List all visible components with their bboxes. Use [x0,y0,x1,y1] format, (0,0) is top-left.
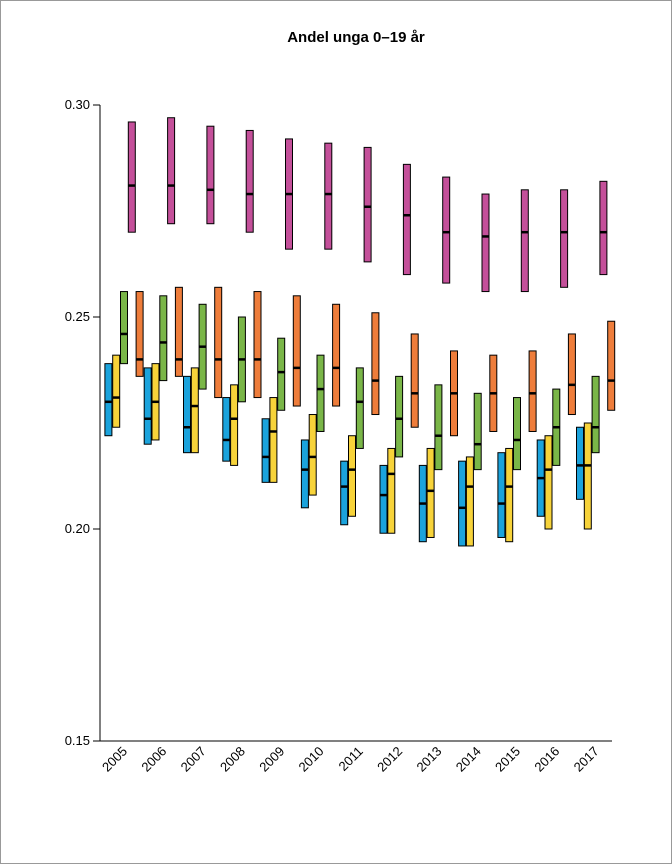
x-tick-label: 2011 [336,744,366,774]
range-bar [190,367,199,454]
range-bar [591,375,600,454]
range-bar [253,291,262,399]
range-bar [442,176,451,284]
range-bar [348,435,356,517]
range-bar [167,117,176,225]
range-bar [300,439,309,509]
range-bar [222,397,231,462]
range-bar [174,286,183,377]
range-bar [505,447,514,543]
y-tick-label: 0.20 [65,521,90,536]
range-bar [458,460,467,547]
range-bar [402,163,411,276]
x-tick-label: 2015 [492,744,523,775]
range-bar [292,295,301,407]
range-bar [245,129,254,233]
x-tick-label: 2014 [453,744,484,775]
range-bar [363,146,372,263]
x-tick-label: 2008 [217,744,248,775]
range-bar [230,384,239,466]
range-bar [206,125,215,225]
range-bar [607,320,616,411]
range-bar [583,422,592,530]
range-bar [316,354,325,432]
range-bar [340,460,349,526]
range-bar [135,291,144,377]
range-bar [481,193,490,293]
x-tick-label: 2007 [178,744,209,775]
range-bar [277,337,286,411]
range-bar [143,367,152,445]
range-bar [379,464,388,534]
range-bar [567,333,576,416]
range-bar [520,189,529,293]
y-tick-label: 0.25 [65,309,90,324]
range-bar [308,414,317,496]
range-bar [261,418,270,483]
range-bar [410,333,419,428]
range-bar [332,303,341,407]
range-bar [127,121,136,233]
range-bar [465,456,474,547]
x-tick-label: 2016 [531,744,562,775]
range-bar [269,397,278,483]
range-bar [324,142,333,250]
range-bar [434,384,443,471]
chart-title: Andel unga 0–19 år [287,29,425,46]
range-bar [159,295,168,382]
x-tick-label: 2017 [571,744,602,775]
range-bar [387,447,396,534]
range-bar [599,180,608,276]
range-bar [497,452,506,538]
x-tick-label: 2013 [413,744,444,775]
range-bar [120,291,128,365]
range-bar [544,435,553,530]
x-tick-label: 2010 [296,744,327,775]
range-bar [528,350,537,432]
range-bar [395,375,404,458]
y-tick-label: 0.30 [65,97,90,112]
range-bar [214,286,223,399]
range-bar [513,397,521,471]
x-tick-label: 2009 [256,744,287,775]
range-bar [112,354,121,428]
range-bar [104,363,113,437]
x-tick-label: 2012 [374,744,405,775]
range-bar [355,367,364,449]
x-tick-label: 2005 [99,744,130,775]
x-tick-label: 2006 [138,744,169,775]
y-tick-label: 0.15 [65,733,90,748]
range-bar [183,375,191,454]
range-bar [426,447,435,538]
range-bar [560,189,569,288]
range-bar [473,392,482,471]
range-bar [371,312,380,416]
range-bar [576,426,584,500]
